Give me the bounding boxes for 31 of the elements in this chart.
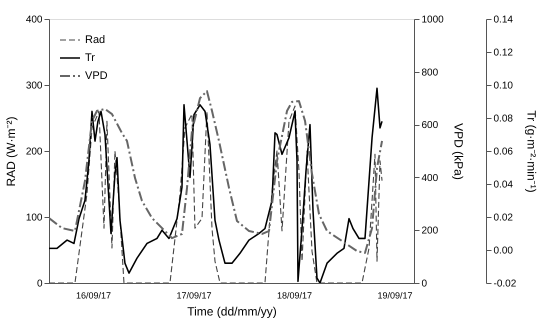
y2-tick-label: 1000 bbox=[422, 14, 444, 26]
y-axis-title: RAD (W·m⁻²) bbox=[4, 116, 18, 186]
y2-tick-label: 200 bbox=[422, 226, 439, 237]
legend-label: Tr bbox=[85, 52, 96, 64]
y2-tick-label: 800 bbox=[422, 67, 439, 78]
y3-tick-label: 0.14 bbox=[494, 14, 514, 26]
x-tick-label: 16/09/17 bbox=[76, 290, 111, 300]
y-tick-label: 0 bbox=[36, 278, 43, 290]
legend-label: VPD bbox=[85, 70, 108, 82]
y-tick-label: 400 bbox=[26, 14, 43, 26]
y-tick-label: 200 bbox=[26, 146, 43, 158]
x-axis-title: Time (dd/mm/yy) bbox=[187, 304, 277, 318]
y2-axis-title: VPD (kPa) bbox=[452, 123, 466, 180]
y2-tick-label: 0 bbox=[422, 278, 428, 290]
y3-tick-label: 0.12 bbox=[494, 48, 514, 58]
y3-tick-label: 0.10 bbox=[494, 80, 514, 92]
y3-axis-title: Tr (g·m⁻²·min⁻¹) bbox=[524, 110, 538, 193]
y3-tick-label: 0.02 bbox=[494, 212, 514, 224]
y-tick-label: 300 bbox=[26, 80, 43, 92]
x-tick-label: 18/09/17 bbox=[276, 290, 312, 300]
y3-tick-label: 0.04 bbox=[494, 180, 514, 190]
y3-tick-label: 0.06 bbox=[494, 146, 514, 158]
y3-tick-label: -0.02 bbox=[494, 278, 517, 290]
y2-tick-label: 600 bbox=[422, 120, 439, 132]
y3-tick-label: 0.00 bbox=[494, 246, 514, 256]
y2-tick-label: 400 bbox=[422, 172, 439, 184]
legend-label: Rad bbox=[85, 34, 106, 46]
x-tick-label: 19/09/17 bbox=[378, 290, 413, 300]
y3-tick-label: 0.08 bbox=[494, 114, 514, 124]
y-tick-label: 100 bbox=[26, 212, 43, 224]
x-tick-label: 17/09/17 bbox=[176, 290, 212, 300]
